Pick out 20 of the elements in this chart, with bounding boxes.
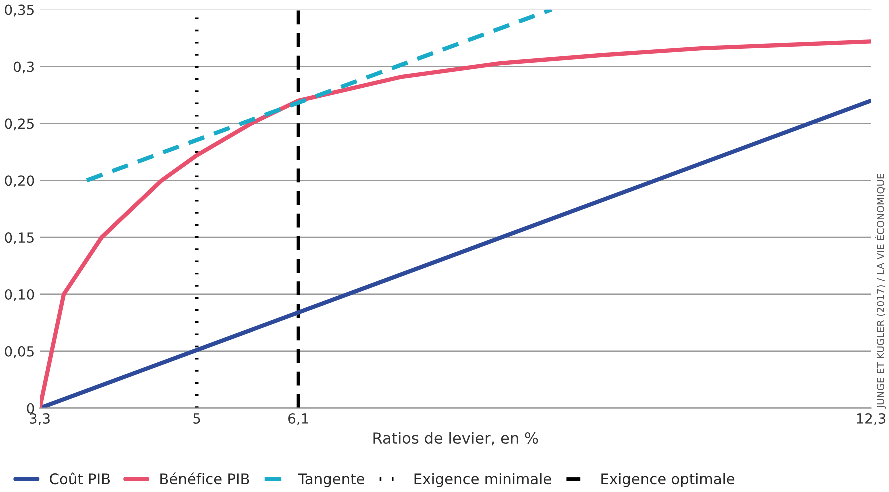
legend-label: Bénéfice PIB — [160, 472, 250, 485]
text: JUNGE ET KUGLER (2017) / LA VIE ÉCONOMIQUE — [875, 174, 886, 409]
y-tick-label: 0,25 — [5, 118, 34, 131]
legend-label: Coût PIB — [50, 472, 110, 485]
y-tick-label: 0,35 — [5, 4, 34, 17]
x-tick-label: 12,3 — [857, 413, 886, 426]
y-tick-label: 0 — [27, 403, 34, 414]
y-tick-label: 0,15 — [5, 232, 34, 244]
x-tick-label: 6,1 — [288, 413, 308, 426]
y-tick-label: 0,20 — [5, 176, 34, 188]
x-tick-label: 3,3 — [30, 413, 50, 426]
y-tick-label: 0,05 — [5, 346, 34, 358]
legend-label: Exigence minimale — [414, 473, 552, 488]
x-axis-title: Ratios de levier, en % — [374, 432, 538, 446]
y-tick-label: 0,3 — [14, 62, 34, 74]
legend-label: Exigence optimale — [602, 473, 735, 488]
x-tick-label: 5 — [194, 414, 200, 424]
legend-label: Tangente — [298, 474, 364, 488]
y-tick-label: 0,10 — [5, 289, 34, 302]
line-series — [40, 40, 872, 408]
